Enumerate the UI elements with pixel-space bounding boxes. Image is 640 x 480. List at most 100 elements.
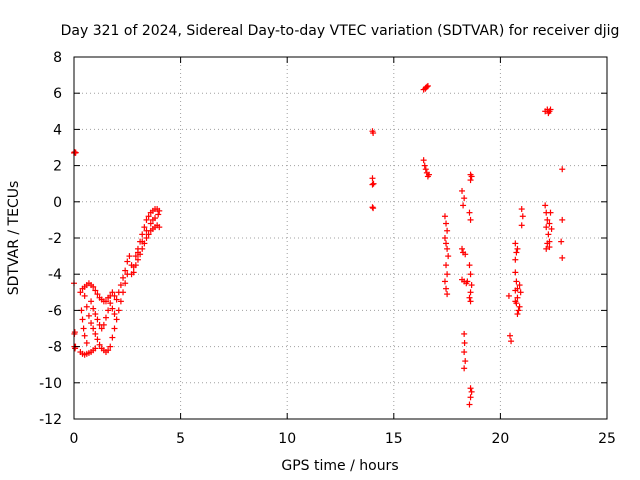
data-point — [147, 220, 154, 227]
x-tick-label: 25 — [598, 431, 616, 447]
data-point — [132, 262, 139, 269]
x-axis-label: GPS time / hours — [281, 458, 398, 474]
data-point — [467, 177, 474, 184]
data-point — [132, 253, 139, 260]
data-point — [107, 300, 114, 307]
x-tick-label: 20 — [491, 431, 509, 447]
data-point — [77, 289, 84, 296]
data-point — [443, 262, 450, 269]
data-point — [506, 332, 513, 339]
y-tick-label: -10 — [39, 376, 62, 392]
data-point — [519, 213, 526, 220]
data-point — [467, 271, 474, 278]
data-point — [370, 205, 377, 212]
data-point — [466, 262, 473, 269]
data-point — [545, 231, 552, 238]
data-point — [94, 316, 101, 323]
data-point — [444, 245, 451, 252]
data-point — [111, 325, 118, 332]
data-point — [98, 325, 105, 332]
data-point — [461, 365, 468, 372]
data-point — [443, 240, 450, 247]
data-point — [124, 258, 131, 265]
data-point — [443, 285, 450, 292]
data-point — [466, 401, 473, 408]
data-point — [559, 166, 566, 173]
data-point — [71, 329, 78, 336]
data-point — [545, 110, 552, 117]
data-point — [102, 298, 109, 305]
y-tick-label: 8 — [53, 50, 62, 66]
data-point — [83, 303, 90, 310]
data-point — [96, 341, 103, 348]
data-point — [143, 227, 150, 234]
data-point — [115, 307, 122, 314]
y-tick-label: -8 — [48, 340, 62, 356]
data-point — [508, 338, 515, 345]
data-point — [139, 238, 146, 245]
axis-ticks: 0 5 10 15 20 25 -12 -10 -8 -6 -4 -2 0 2 4 6 8 — [39, 50, 616, 447]
data-point — [543, 224, 550, 231]
data-point — [445, 253, 452, 260]
data-point — [92, 287, 99, 294]
data-point — [461, 349, 468, 356]
data-point — [421, 162, 428, 169]
data-point — [467, 394, 474, 401]
data-point — [420, 157, 427, 164]
data-point — [92, 330, 99, 337]
x-tick-label: 5 — [176, 431, 185, 447]
data-point — [79, 316, 86, 323]
data-point — [512, 240, 519, 247]
y-tick-label: 6 — [53, 86, 62, 102]
chart-title: Day 321 of 2024, Sidereal Day-to-day VTE… — [61, 23, 620, 39]
data-point — [107, 343, 114, 350]
data-point — [518, 222, 525, 229]
data-point — [546, 220, 553, 227]
data-point — [130, 269, 137, 276]
data-point — [514, 245, 521, 252]
y-tick-label: -2 — [48, 231, 62, 247]
data-point — [88, 320, 95, 327]
data-point — [514, 294, 521, 301]
data-point — [120, 289, 127, 296]
data-point — [117, 282, 124, 289]
data-point — [81, 292, 88, 299]
data-point — [444, 271, 451, 278]
data-point — [92, 311, 99, 318]
data-point — [109, 289, 116, 296]
data-point — [512, 298, 519, 305]
data-point — [467, 298, 474, 305]
data-point — [155, 211, 162, 218]
data-point — [548, 225, 555, 232]
y-tick-label: -6 — [48, 303, 62, 319]
data-point — [466, 209, 473, 216]
data-point — [102, 314, 109, 321]
data-point — [134, 249, 141, 256]
data-point — [85, 312, 92, 319]
data-point — [113, 316, 120, 323]
data-point — [139, 245, 146, 252]
data-point — [88, 298, 95, 305]
data-point — [444, 227, 451, 234]
data-point — [462, 358, 469, 365]
data-point — [461, 330, 468, 337]
data-point — [111, 311, 118, 318]
x-tick-label: 15 — [385, 431, 403, 447]
data-point — [94, 291, 101, 298]
data-point — [516, 303, 523, 310]
data-point — [370, 130, 377, 137]
data-point — [547, 209, 554, 216]
data-point — [111, 292, 118, 299]
data-point — [90, 305, 97, 312]
data-point — [117, 298, 124, 305]
data-point — [422, 85, 429, 92]
data-point — [444, 291, 451, 298]
data-point — [369, 181, 376, 188]
data-point — [546, 244, 553, 251]
data-point — [120, 274, 127, 281]
data-point — [441, 213, 448, 220]
data-point — [461, 195, 468, 202]
data-point — [513, 249, 520, 256]
